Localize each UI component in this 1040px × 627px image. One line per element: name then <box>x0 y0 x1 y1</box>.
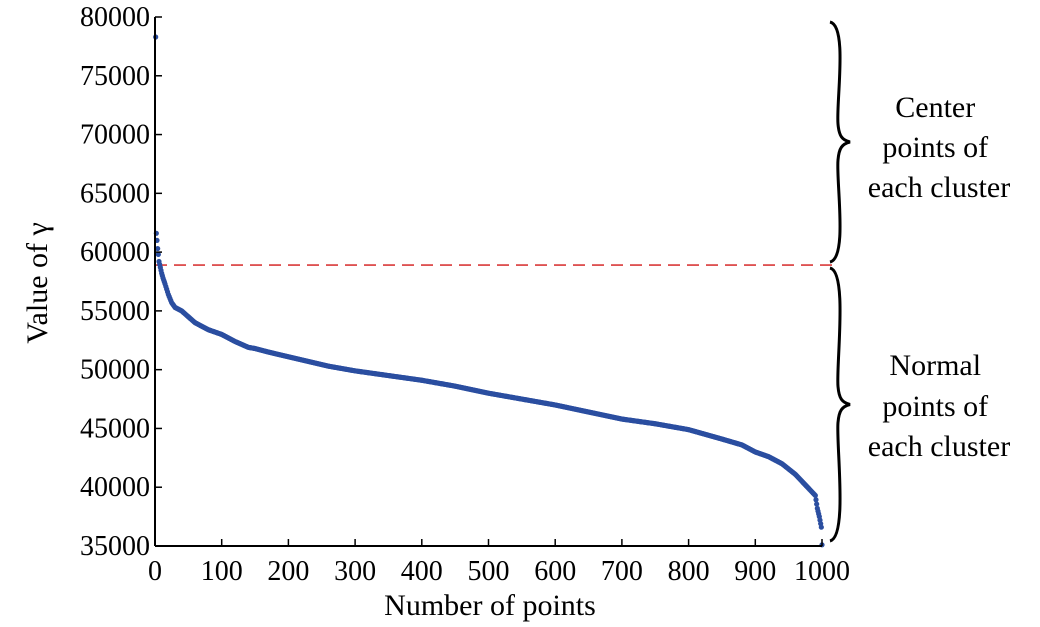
y-tick-label: 60000 <box>80 237 150 268</box>
y-tick-label: 80000 <box>80 2 150 33</box>
braces <box>829 20 851 543</box>
x-tick-label: 0 <box>148 556 162 587</box>
y-tick-label: 55000 <box>80 296 150 327</box>
data-point <box>813 497 819 503</box>
x-tick-label: 900 <box>734 556 776 587</box>
annotation-center-line-1: Center <box>895 91 975 124</box>
y-tick-label: 40000 <box>80 472 150 503</box>
annotation-normal-line-2: points of <box>882 390 988 423</box>
x-tick-label: 100 <box>201 556 243 587</box>
curly-brace <box>829 20 851 264</box>
x-tick-label: 600 <box>534 556 576 587</box>
x-tick-label: 1000 <box>794 556 850 587</box>
x-tick-label: 200 <box>267 556 309 587</box>
x-tick-label: 500 <box>468 556 510 587</box>
y-tick-label: 50000 <box>80 355 150 386</box>
x-tick-label: 800 <box>668 556 710 587</box>
data-point <box>155 251 161 258</box>
annotation-normal-line-3: each cluster <box>868 430 1010 463</box>
annotation-center-line-3: each cluster <box>868 171 1010 204</box>
data-point <box>814 501 820 507</box>
annotation-center-line-2: points of <box>882 131 988 164</box>
curly-brace <box>829 266 851 543</box>
data-point <box>812 492 818 499</box>
annotation-normal-line-1: Normal <box>889 349 981 382</box>
annotation-center-points: Center points of each cluster <box>868 91 1010 204</box>
data-point <box>818 524 824 530</box>
x-tick-label: 700 <box>601 556 643 587</box>
data-points <box>153 34 825 548</box>
x-axis-title: Number of points <box>384 589 596 622</box>
y-axis-title: Value of γ <box>21 222 54 344</box>
x-tick-label: 400 <box>401 556 443 587</box>
x-tick-label: 300 <box>334 556 376 587</box>
annotation-normal-points: Normal points of each cluster <box>868 349 1010 463</box>
y-tick-label: 45000 <box>80 413 150 444</box>
y-tick-label: 65000 <box>80 178 150 209</box>
y-tick-label: 35000 <box>80 531 150 562</box>
data-point <box>155 245 161 252</box>
y-tick-label: 70000 <box>80 120 150 151</box>
axes: 35000 40000 45000 50000 55000 60000 65000 70000… <box>80 2 850 587</box>
y-tick-label: 75000 <box>80 61 150 92</box>
